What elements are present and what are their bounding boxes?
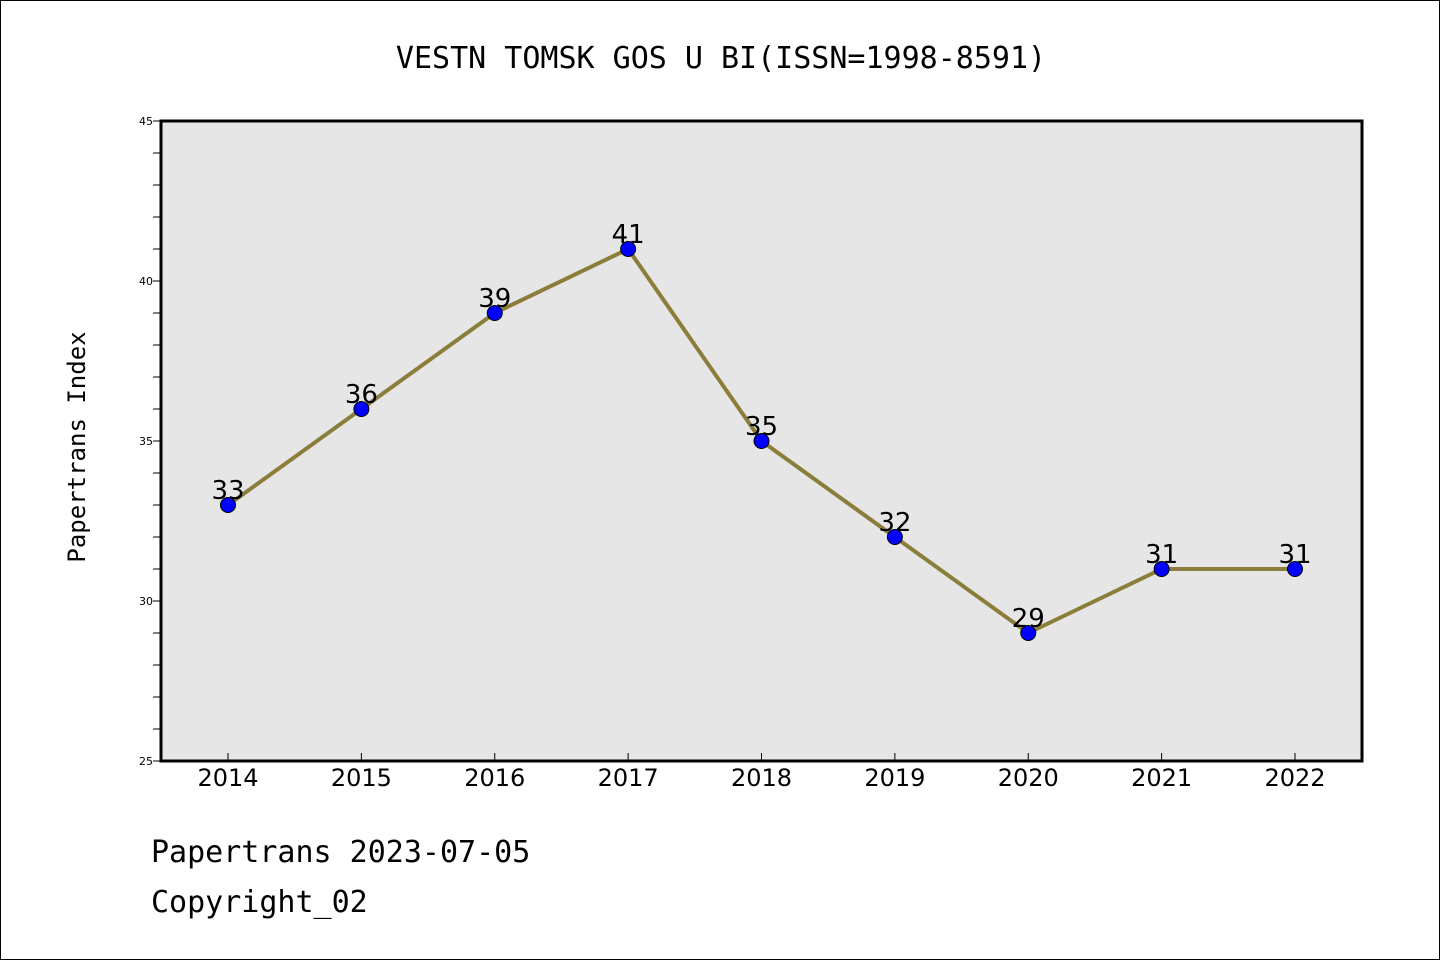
data-point — [220, 497, 236, 513]
data-label: 41 — [612, 220, 645, 250]
data-point — [620, 241, 637, 257]
data-label: 33 — [211, 476, 244, 506]
data-label: 35 — [745, 412, 778, 442]
data-label: 32 — [878, 508, 911, 538]
y-tick-label: 45 — [139, 115, 153, 128]
x-tick-label: 2019 — [864, 764, 925, 792]
x-tick-label: 2015 — [331, 764, 392, 792]
data-point — [1020, 625, 1037, 641]
data-label: 29 — [1012, 604, 1045, 634]
chart-title: VESTN TOMSK GOS U BI(ISSN=1998-8591) — [396, 41, 1046, 76]
series-group: 33 36 39 41 35 32 29 31 31 — [211, 220, 1312, 641]
y-axis-label: Papertrans Index — [63, 331, 91, 562]
x-tick-label: 2018 — [731, 764, 792, 792]
x-tick-label: 2017 — [598, 764, 659, 792]
x-axis-ticks: 2014 2015 2016 2017 2018 2019 2020 2021 2022 — [197, 753, 1326, 792]
y-tick-label: 25 — [139, 755, 153, 768]
y-tick-label: 30 — [139, 595, 153, 608]
x-tick-label: 2021 — [1131, 764, 1192, 792]
x-tick-label: 2016 — [464, 764, 525, 792]
y-tick-label: 35 — [139, 435, 153, 448]
x-tick-label: 2020 — [998, 764, 1059, 792]
footer-date-line: Papertrans 2023-07-05 — [151, 835, 531, 870]
data-label: 36 — [345, 380, 378, 410]
y-axis-ticks: 25 30 35 40 45 — [139, 115, 161, 768]
data-point — [886, 529, 903, 545]
data-point — [353, 401, 370, 417]
x-tick-label: 2022 — [1264, 764, 1325, 792]
x-tick-label: 2014 — [197, 764, 258, 792]
y-tick-label: 40 — [139, 275, 153, 288]
data-label: 39 — [478, 284, 511, 314]
data-point — [753, 433, 770, 449]
data-point — [1287, 561, 1303, 577]
data-label: 31 — [1145, 540, 1178, 570]
data-point — [1153, 561, 1170, 577]
footer-copyright: Copyright_02 — [151, 885, 368, 920]
data-point — [486, 305, 503, 321]
data-label: 31 — [1278, 540, 1311, 570]
